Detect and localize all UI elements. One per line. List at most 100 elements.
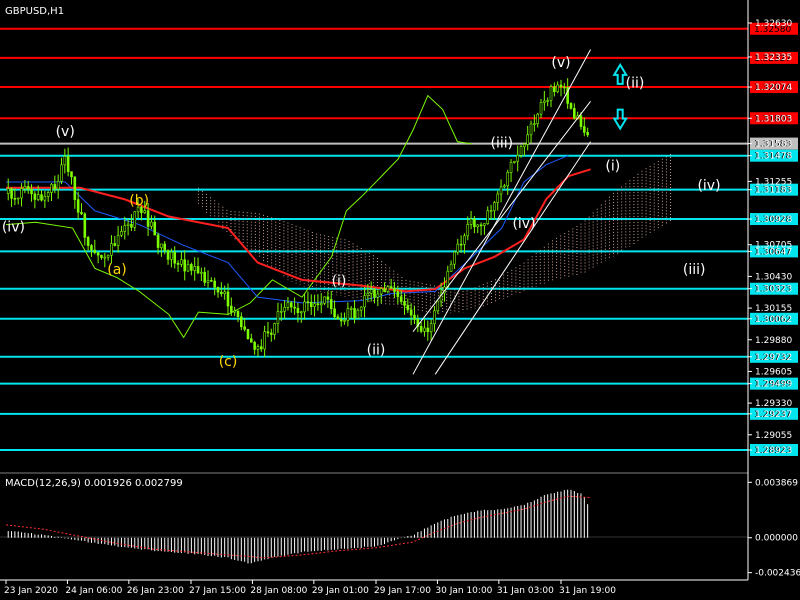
- candle-body: [206, 280, 210, 283]
- candle-body: [276, 311, 280, 324]
- price-tick-label: 1.30430: [755, 272, 792, 282]
- price-tick-label: 1.30323: [755, 285, 792, 295]
- candle-body: [566, 87, 569, 104]
- candle-body: [583, 126, 586, 133]
- candle-body: [333, 308, 336, 318]
- candle-body: [469, 218, 473, 225]
- time-tick-label: 24 Jan 06:00: [65, 586, 122, 596]
- candle-body: [393, 287, 396, 292]
- wave-label: (a): [107, 262, 127, 278]
- candle-body: [83, 213, 87, 238]
- price-pane[interactable]: 1.32580 1.32327 1.32074 1.31803 1.31583 1.314…: [0, 6, 798, 456]
- candle-body: [213, 280, 216, 288]
- channel-line[interactable]: [434, 141, 592, 375]
- candle-body: [286, 302, 290, 308]
- wave-labels: (v) (iv) (b) (a) (c) (i) (ii) (iii) (iv) (v) (ii) (…: [2, 55, 721, 370]
- candle-body: [289, 302, 293, 308]
- level-price-box: [750, 213, 798, 226]
- candle-body: [16, 197, 20, 200]
- candle-body: [86, 237, 90, 246]
- candle-body: [356, 309, 360, 319]
- time-tick-label: 26 Jan 23:00: [127, 586, 184, 596]
- candle-body: [76, 199, 80, 213]
- candle-body: [386, 286, 390, 292]
- price-tick-label: 1.29880: [755, 336, 792, 346]
- level-price-label: 1.30928: [754, 215, 791, 225]
- price-tick-label: 1.31803: [755, 114, 792, 124]
- candle-body: [183, 259, 187, 272]
- candle-body: [263, 331, 266, 350]
- candle-body: [319, 302, 323, 306]
- candle-body: [493, 202, 496, 211]
- price-tick-label: 1.32630: [755, 19, 792, 29]
- price-tick-label: 1.30647: [755, 247, 792, 257]
- candle-body: [33, 193, 37, 200]
- candle-body: [506, 172, 510, 187]
- level-price-box: [750, 407, 798, 420]
- candle-body: [436, 300, 440, 312]
- level-price-label: 1.32580: [754, 25, 791, 35]
- candle-body: [523, 144, 526, 147]
- candle-body: [336, 316, 340, 320]
- candle-body: [160, 243, 163, 248]
- candle-body: [26, 186, 30, 190]
- time-tick-label: 31 Jan 19:00: [559, 586, 616, 596]
- candle-body: [100, 254, 103, 258]
- channel-line[interactable]: [412, 49, 592, 375]
- price-tick-label: 1.29237: [755, 410, 792, 420]
- level-price-label: 1.31583: [754, 140, 791, 150]
- candle-body: [10, 188, 13, 199]
- price-tick-label: 1.29732: [755, 353, 792, 363]
- trend-channel: [412, 49, 592, 375]
- level-price-box: [750, 312, 798, 325]
- wave-label: (iii): [683, 262, 706, 278]
- wave-label: (ii): [367, 343, 386, 359]
- candle-body: [553, 86, 556, 92]
- level-price-label: 1.32074: [754, 83, 791, 93]
- time-tick-label: 30 Jan 10:00: [435, 586, 492, 596]
- arrow-down-icon: [612, 108, 628, 131]
- wave-label: (b): [129, 193, 149, 209]
- candle-body: [250, 338, 253, 343]
- price-axis[interactable]: 1.32630 1.32335 1.32074 1.31803 1.31583 1.314…: [747, 0, 800, 580]
- wave-label: (iv): [2, 219, 25, 235]
- candle-body: [220, 291, 223, 295]
- candle-body: [259, 346, 263, 350]
- wave-label: (iv): [697, 178, 720, 194]
- price-tick-label: 1.32335: [755, 53, 792, 63]
- candle-body: [186, 264, 190, 272]
- time-tick-label: 23 Jan 2020: [4, 586, 58, 596]
- candle-body: [309, 301, 313, 307]
- candle-body: [456, 243, 460, 253]
- candle-body: [63, 156, 67, 166]
- level-price-box: [750, 377, 798, 390]
- candle-body: [80, 211, 83, 215]
- candle-body: [549, 86, 553, 101]
- price-tick-label: 1.32074: [755, 83, 792, 93]
- candle-body: [163, 243, 167, 251]
- candle-body: [53, 184, 57, 190]
- candle-body: [533, 123, 536, 125]
- candle-body: [50, 184, 53, 193]
- price-tick-label: 1.31255: [755, 177, 792, 187]
- macd-pane[interactable]: MACD(12,26,9) 0.001926 0.002799: [0, 478, 748, 564]
- candle-body: [279, 310, 283, 313]
- time-tick-label: 27 Jan 15:00: [189, 586, 246, 596]
- candle-body: [316, 303, 320, 306]
- channel-line[interactable]: [412, 101, 591, 332]
- candle-body: [73, 176, 77, 200]
- level-price-label: 1.28923: [754, 446, 791, 456]
- candle-body: [299, 311, 303, 314]
- candle-body: [256, 346, 260, 350]
- candle-body: [486, 210, 490, 224]
- candle-body: [313, 303, 316, 307]
- time-axis[interactable]: 23 Jan 2020 24 Jan 06:00 26 Jan 23:00 27 Ja…: [0, 579, 748, 596]
- candle-body: [346, 308, 350, 321]
- candle-body: [296, 307, 300, 313]
- candle-body: [233, 310, 236, 313]
- level-price-label: 1.32327: [754, 54, 791, 64]
- candle-body: [90, 245, 93, 251]
- candle-body: [433, 310, 436, 325]
- wave-label: (i): [605, 158, 620, 174]
